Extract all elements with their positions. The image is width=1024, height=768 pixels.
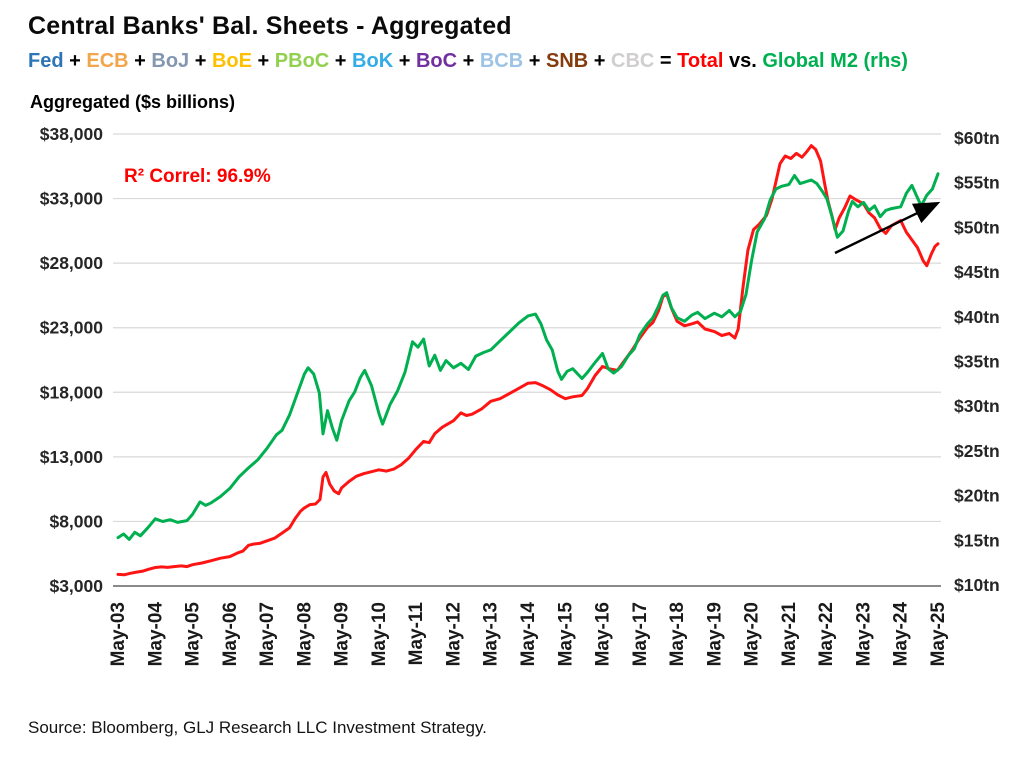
x-axis-label: May-10 [369, 602, 390, 666]
y-axis-label-right: $20tn [954, 486, 1000, 506]
x-axis-label: May-14 [518, 602, 539, 667]
x-axis-label: May-09 [332, 602, 353, 666]
y-axis-label-right: $35tn [954, 352, 1000, 372]
y-axis-label-right: $40tn [954, 307, 1000, 327]
total-balance-sheet-line [116, 144, 940, 577]
y-axis-label-left: $18,000 [40, 382, 104, 402]
legend-segment-22: Global M2 (rhs) [762, 50, 908, 72]
chart-title: Central Banks' Bal. Sheets - Aggregated [28, 12, 512, 40]
left-axis-title: Aggregated ($s billions) [30, 92, 236, 112]
legend-segment-17: + [588, 50, 612, 72]
x-axis-label: May-18 [667, 602, 688, 666]
x-axis-label: May-17 [630, 602, 651, 666]
y-axis-label-right: $50tn [954, 217, 1000, 237]
y-axis-label-left: $23,000 [40, 318, 104, 338]
x-axis-label: May-11 [406, 602, 427, 666]
x-axis-label: May-06 [220, 602, 241, 666]
x-axis-labels: May-03 May-04 May-05 May-06 May-07 May-08 May-… [108, 602, 949, 667]
y-axis-label-right: $25tn [954, 441, 1000, 461]
x-axis-label: May-03 [108, 602, 129, 666]
legend-segment-10: BoK [352, 50, 394, 72]
y-axis-label-left: $13,000 [40, 447, 104, 467]
x-axis-label: May-25 [928, 602, 949, 667]
y-axis-label-left: $33,000 [40, 189, 104, 209]
legend-segment-12: BoC [415, 50, 458, 72]
x-axis-label: May-07 [257, 602, 278, 666]
y-axis-label-right: $15tn [954, 530, 1000, 550]
y-axis-label-left: $8,000 [49, 511, 103, 531]
x-axis-label: May-19 [704, 602, 725, 666]
x-axis-label: May-05 [183, 602, 204, 667]
legend-segment-6: BoE [211, 50, 252, 72]
x-axis-label: May-12 [443, 602, 464, 666]
legend-segment-0: Fed [28, 50, 64, 72]
x-axis-label: May-20 [742, 602, 763, 666]
legend-segment-8: PBoC [274, 50, 330, 72]
x-axis-label: May-15 [555, 602, 576, 667]
legend-segment-1: + [63, 50, 87, 72]
legend-segment-19: = [654, 50, 678, 72]
legend-segment-21: vs. [723, 50, 763, 72]
y-axis-label-right: $45tn [954, 262, 1000, 282]
x-axis-label: May-16 [593, 602, 614, 666]
x-axis-label: May-23 [853, 602, 874, 666]
trend-arrow [834, 201, 941, 255]
legend-segment-5: + [189, 50, 212, 72]
gridlines [113, 133, 941, 587]
x-axis-label: May-04 [145, 602, 166, 667]
left-axis-labels: $38,000 $33,000 $28,000 $23,000 $18,000 $13,0… [40, 124, 104, 596]
legend-segment-16: SNB [545, 50, 589, 72]
y-axis-label-right: $30tn [954, 396, 1000, 416]
y-axis-label-right: $10tn [954, 575, 1000, 595]
x-axis-label: May-22 [816, 602, 837, 666]
x-axis-label: May-08 [294, 602, 315, 666]
global-m2-line [116, 172, 940, 541]
legend-segment-4: BoJ [151, 50, 190, 72]
correlation-annotation: R² Correl: 96.9% [124, 166, 271, 187]
legend-segment-15: + [523, 50, 546, 72]
y-axis-label-left: $28,000 [40, 253, 104, 273]
y-axis-label-right: $55tn [954, 173, 1000, 193]
legend-segment-13: + [457, 50, 480, 72]
legend-segment-2: ECB [86, 50, 129, 72]
legend-segment-14: BCB [479, 50, 524, 72]
legend-segment-9: + [329, 50, 353, 72]
y-axis-label-right: $60tn [954, 128, 1000, 148]
legend-segment-18: CBC [611, 50, 655, 72]
x-axis-label: May-13 [481, 602, 502, 666]
x-axis-label: May-24 [891, 602, 912, 667]
y-axis-label-left: $38,000 [40, 124, 104, 144]
y-axis-label-left: $3,000 [49, 576, 103, 596]
right-axis-labels: $60tn $55tn $50tn $45tn $40tn $35tn $30tn $25tn… [954, 128, 1000, 595]
legend-segment-3: + [128, 50, 152, 72]
legend-segment-11: + [393, 50, 416, 72]
legend: Fed + ECB + BoJ + BoE + PBoC + BoK + BoC… [28, 50, 908, 73]
source-note: Source: Bloomberg, GLJ Research LLC Inve… [28, 718, 487, 737]
legend-segment-20: Total [677, 50, 724, 72]
legend-segment-7: + [251, 50, 275, 72]
x-axis-label: May-21 [779, 602, 800, 667]
